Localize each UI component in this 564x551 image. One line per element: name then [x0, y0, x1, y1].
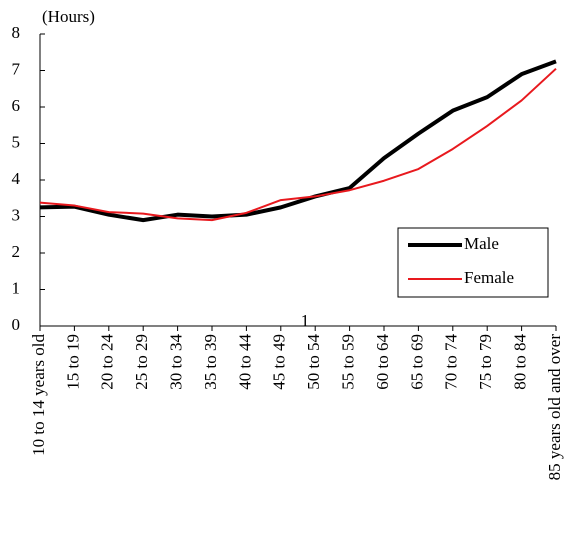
x-tick-label: 10 to 14 years old — [29, 334, 48, 456]
x-tick-label: 20 to 24 — [98, 334, 117, 390]
y-tick-label: 3 — [12, 205, 21, 224]
y-tick-label: 6 — [12, 96, 21, 115]
x-tick-label: 45 to 49 — [270, 334, 289, 390]
x-tick-label: 85 years old and over — [545, 334, 564, 481]
y-unit-label: (Hours) — [42, 7, 95, 26]
annotation: 1 — [301, 311, 310, 330]
x-tick-label: 70 to 74 — [442, 334, 461, 390]
y-tick-label: 1 — [12, 278, 21, 297]
x-tick-label: 75 to 79 — [476, 334, 495, 390]
y-tick-label: 5 — [12, 132, 21, 151]
line-series — [39, 59, 557, 223]
legend-label: Male — [464, 234, 499, 253]
y-tick-label: 2 — [12, 242, 21, 261]
x-tick-label: 60 to 64 — [373, 334, 392, 390]
x-tick-label: 65 to 69 — [407, 334, 426, 390]
x-tick-label: 80 to 84 — [511, 334, 530, 390]
y-tick-label: 8 — [12, 23, 21, 42]
x-tick-label: 30 to 34 — [167, 334, 186, 390]
legend-box — [397, 227, 549, 298]
y-tick-label: 0 — [12, 315, 21, 334]
legend-label: Female — [464, 268, 514, 287]
y-tick-label: 7 — [12, 59, 21, 78]
x-tick-label: 35 to 39 — [201, 334, 220, 390]
x-tick-label: 15 to 19 — [63, 334, 82, 390]
x-tick-label: 55 to 59 — [339, 334, 358, 390]
y-tick-label: 4 — [12, 169, 21, 188]
line-series — [39, 67, 557, 222]
x-tick-label: 50 to 54 — [304, 334, 323, 390]
x-tick-label: 40 to 44 — [235, 334, 254, 390]
x-tick-label: 25 to 29 — [132, 334, 151, 390]
